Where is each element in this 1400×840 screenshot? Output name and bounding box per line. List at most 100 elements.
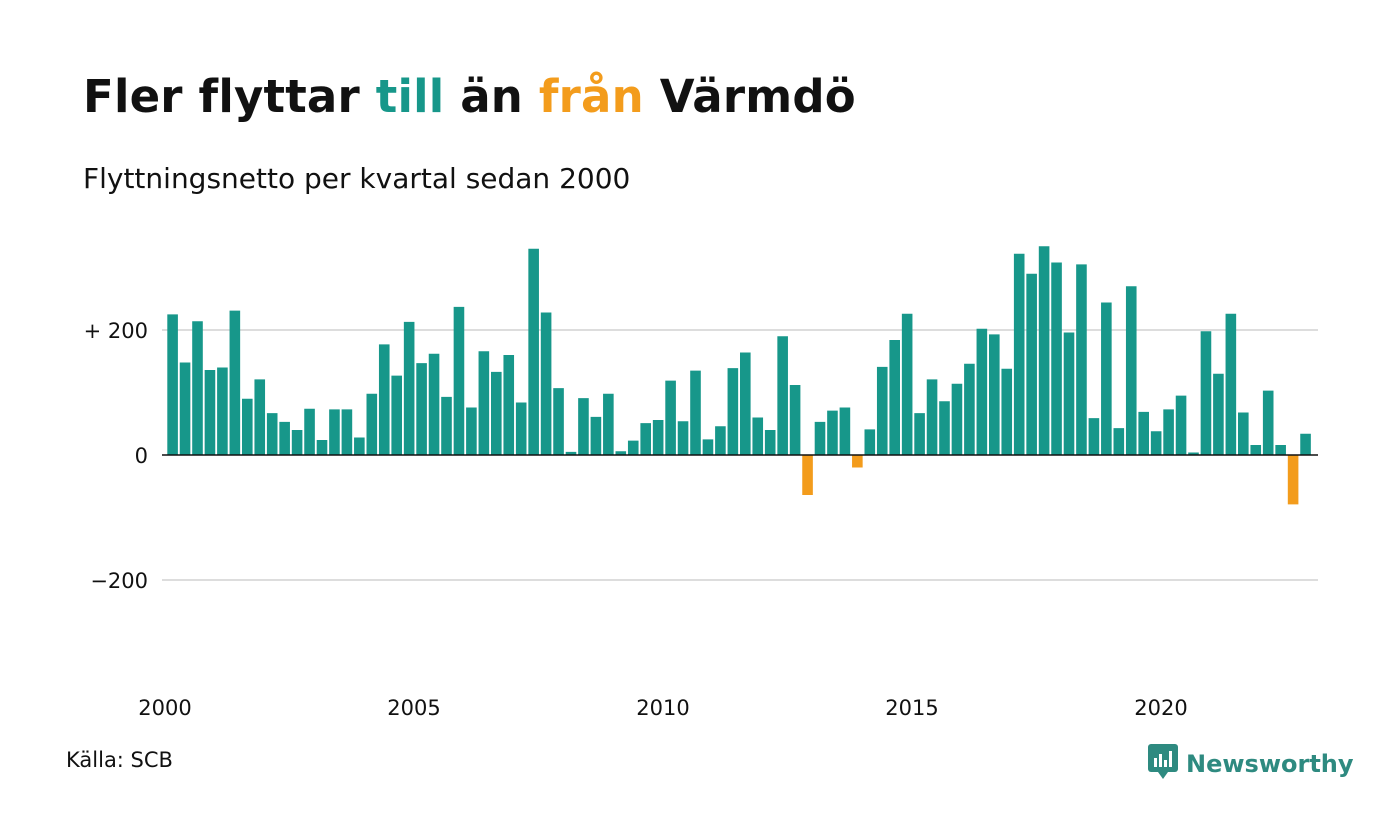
- bar-2004-k4: [403, 321, 415, 456]
- bar-2001-k1: [217, 367, 228, 455]
- bar-chart: + 200 0 −200 2000 2005 2010 2015 2020: [84, 246, 1318, 720]
- bar-2021-k1: [1213, 373, 1224, 455]
- bar-2013-k1: [814, 421, 826, 456]
- title-part-2: än: [444, 70, 539, 123]
- bar-2007-k1: [515, 402, 527, 455]
- chart-subtitle: Flyttningsnetto per kvartal sedan 2000: [83, 162, 631, 195]
- bar-2018-k2: [1076, 264, 1087, 456]
- bar-2019-k1: [1113, 428, 1125, 456]
- bar-2000-k2: [179, 362, 191, 455]
- bar-2018-k3: [1088, 418, 1100, 456]
- bar-2022-k4: [1300, 433, 1311, 455]
- bar-2008-k4: [603, 393, 614, 455]
- bar-2021-k4: [1250, 445, 1262, 455]
- bar-2014-k4: [901, 313, 913, 455]
- bar-2018-k1: [1063, 332, 1075, 455]
- bar-2014-k3: [889, 340, 900, 455]
- bar-2012-k1: [764, 430, 776, 455]
- bar-2016-k2: [976, 328, 988, 455]
- bar-2012-k3: [789, 385, 801, 455]
- bar-2021-k3: [1238, 412, 1249, 455]
- bar-2000-k1: [167, 314, 178, 456]
- bar-2001-k3: [242, 398, 253, 455]
- brand-logo: Newsworthy: [1148, 744, 1354, 784]
- bar-2022-k3: [1287, 455, 1299, 505]
- bar-2011-k1: [715, 426, 726, 455]
- bar-2016-k1: [964, 363, 975, 455]
- bar-2003-k4: [354, 437, 365, 455]
- bar-2015-k3: [939, 401, 950, 455]
- bar-2017-k3: [1038, 246, 1050, 455]
- bar-2003-k1: [316, 440, 328, 455]
- bar-2018-k4: [1101, 302, 1112, 455]
- bar-2002-k2: [279, 421, 290, 456]
- y-axis-ticks: + 200 0 −200: [84, 319, 148, 593]
- bar-2010-k2: [677, 421, 689, 455]
- bar-2010-k4: [702, 439, 714, 456]
- bar-2003-k3: [341, 409, 353, 456]
- bar-2010-k1: [665, 380, 676, 456]
- bar-2007-k4: [553, 388, 564, 456]
- x-axis-ticks: 2000 2005 2010 2015 2020: [138, 696, 1187, 720]
- bar-2017-k4: [1051, 262, 1062, 455]
- bar-2013-k4: [852, 455, 863, 468]
- bar-2006-k4: [503, 355, 515, 455]
- title-part-3: Värmdö: [643, 70, 856, 123]
- bar-2015-k1: [914, 413, 925, 456]
- bar-2002-k3: [291, 430, 303, 455]
- bar-2006-k2: [478, 351, 490, 455]
- bar-2019-k3: [1138, 411, 1149, 456]
- bar-2001-k2: [229, 310, 241, 456]
- bar-2013-k3: [839, 407, 851, 455]
- y-tick-label: −200: [90, 569, 148, 593]
- bar-2022-k1: [1262, 390, 1274, 456]
- bar-2016-k4: [1001, 368, 1013, 455]
- bar-2003-k2: [329, 409, 340, 456]
- newsworthy-logo-icon: [1148, 744, 1178, 784]
- bar-2005-k1: [416, 363, 427, 456]
- bar-2011-k4: [752, 417, 764, 455]
- bar-2019-k2: [1125, 286, 1137, 455]
- title-part-1: Fler flyttar: [83, 70, 376, 123]
- bar-2002-k1: [266, 413, 278, 456]
- bar-2006-k1: [466, 407, 477, 455]
- bar-2005-k2: [428, 353, 440, 455]
- chart-title: Fler flyttar till än från Värmdö: [83, 70, 856, 123]
- bar-2015-k4: [951, 383, 963, 455]
- bar-2021-k2: [1225, 313, 1237, 455]
- y-tick-label: 0: [135, 444, 148, 468]
- bar-2000-k3: [192, 321, 203, 455]
- x-tick-label: 2005: [387, 696, 440, 720]
- bars-layer: [167, 246, 1311, 505]
- x-tick-label: 2015: [885, 696, 938, 720]
- bar-2004-k3: [391, 375, 402, 456]
- title-highlight-fran: från: [538, 70, 644, 123]
- bar-2014-k2: [876, 366, 888, 456]
- bar-2016-k3: [989, 334, 1000, 456]
- bar-2012-k2: [777, 336, 788, 455]
- bar-2008-k2: [578, 398, 589, 456]
- bar-2010-k3: [690, 370, 701, 456]
- bar-2000-k4: [204, 370, 216, 455]
- bar-2011-k3: [740, 352, 751, 455]
- x-tick-label: 2020: [1134, 696, 1187, 720]
- bar-2020-k3: [1188, 452, 1199, 455]
- x-tick-label: 2010: [636, 696, 689, 720]
- grid-layer: [162, 329, 1318, 581]
- bar-2020-k2: [1175, 395, 1187, 456]
- bar-2007-k3: [540, 312, 552, 455]
- bar-2009-k4: [652, 420, 664, 455]
- x-tick-label: 2000: [138, 696, 191, 720]
- bar-2013-k2: [827, 410, 838, 456]
- bar-2008-k1: [565, 451, 577, 456]
- bar-2020-k1: [1163, 409, 1174, 456]
- bar-2019-k4: [1150, 431, 1162, 455]
- bar-2006-k3: [491, 371, 502, 456]
- bar-2017-k1: [1013, 253, 1025, 455]
- title-highlight-till: till: [375, 70, 445, 123]
- bar-2004-k2: [378, 344, 390, 456]
- bar-2012-k4: [802, 455, 813, 495]
- y-tick-label: + 200: [84, 319, 148, 343]
- bar-2001-k4: [254, 379, 266, 456]
- bar-2005-k3: [441, 396, 452, 456]
